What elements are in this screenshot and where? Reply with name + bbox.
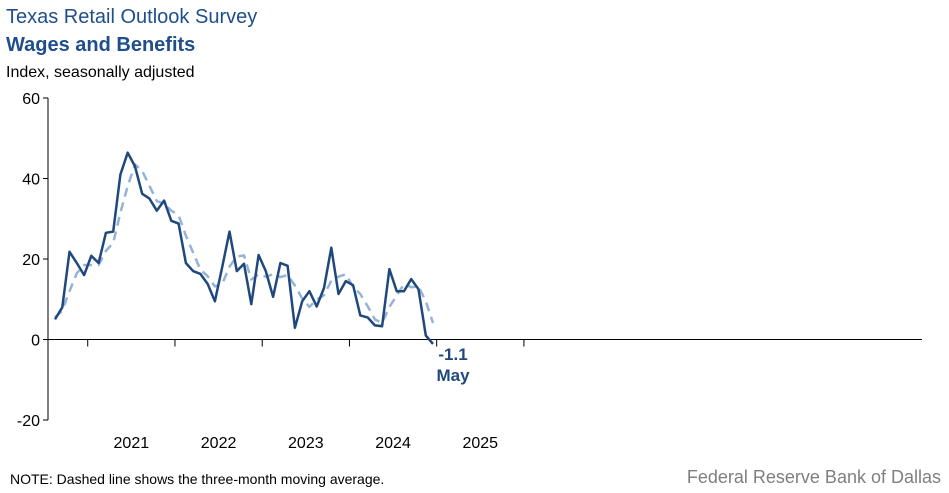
y-tick-label: 20: [22, 252, 40, 269]
axes: 60 40 20 0 -20 2021 2022 2023 2024 2025: [17, 91, 922, 452]
annotation-value: -1.1: [438, 345, 467, 364]
y-tick-label: -20: [17, 413, 40, 430]
labels-layer: -1.1 May: [437, 345, 471, 385]
annotation-month: May: [437, 366, 471, 385]
chart-subtitle: Wages and Benefits: [6, 34, 196, 56]
footnote: NOTE: Dashed line shows the three-month …: [10, 471, 385, 487]
y-tick-label: 0: [31, 333, 40, 350]
y-axis-label: Index, seasonally adjusted: [6, 64, 195, 81]
x-tick-label: 2024: [375, 435, 411, 452]
x-tick-label: 2025: [462, 435, 498, 452]
x-tick-label: 2022: [201, 435, 237, 452]
x-tick-label: 2023: [288, 435, 324, 452]
moving-average-line: [54, 163, 435, 325]
index-line: [53, 151, 434, 345]
x-tick-label: 2021: [114, 435, 150, 452]
y-tick-label: 60: [22, 91, 40, 108]
y-tick-label: 40: [22, 172, 40, 189]
series-layer: [53, 151, 435, 345]
source-credit: Federal Reserve Bank of Dallas: [686, 467, 941, 487]
chart-title: Texas Retail Outlook Survey: [6, 6, 258, 28]
